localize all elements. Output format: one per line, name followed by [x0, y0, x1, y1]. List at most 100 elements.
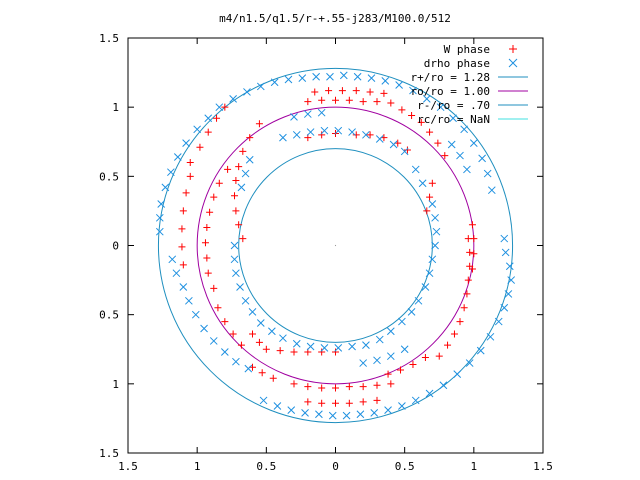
legend-label: drho phase [424, 57, 490, 70]
w-phase-point [214, 304, 222, 312]
drho-phase-point [428, 200, 437, 208]
y-tick-label: 0.5 [99, 170, 119, 183]
w-phase-point [470, 250, 478, 258]
w-phase-point [318, 399, 326, 407]
drho-phase-point [505, 262, 514, 271]
w-phase-point [426, 128, 434, 136]
drho-phase-point [384, 406, 392, 414]
w-phase-point [509, 45, 517, 53]
w-phase-point [468, 265, 476, 273]
drho-phase-point [301, 409, 309, 417]
w-phase-point [262, 345, 270, 353]
w-phase-point [434, 139, 442, 147]
w-phase-point [204, 128, 212, 136]
w-phase-point [325, 87, 333, 95]
drho-phase-point [409, 86, 417, 95]
reference-circle [157, 67, 514, 424]
drho-phase-point [501, 248, 510, 257]
drho-phase-point [179, 283, 188, 291]
legend-label: r+/ro = 1.28 [411, 71, 490, 84]
w-phase-point [373, 98, 381, 106]
w-phase-point [450, 330, 458, 338]
w-phase-point [332, 384, 339, 392]
drho-phase-point [236, 283, 244, 291]
drho-phase-point [356, 410, 365, 419]
drho-phase-point [232, 269, 240, 278]
w-phase-point [359, 98, 367, 106]
drho-phase-point [362, 130, 370, 139]
drho-phase-point [504, 290, 513, 298]
drho-phase-point [381, 77, 390, 85]
drho-phase-point [395, 81, 403, 89]
drho-phase-point [386, 352, 395, 361]
drho-phase-point [256, 319, 265, 327]
drho-phase-point [370, 409, 379, 417]
drho-phase-point [508, 58, 518, 68]
w-phase-point [290, 380, 298, 388]
drho-phase-point [215, 103, 224, 112]
drho-phase-point [191, 310, 200, 319]
x-tick-label: 1.5 [533, 460, 553, 473]
w-phase-point [466, 248, 474, 256]
w-phase-point [456, 318, 464, 326]
drho-phase-point [157, 200, 166, 208]
drho-phase-point [243, 88, 251, 96]
w-phase-point [366, 131, 374, 139]
drho-phase-point [220, 348, 229, 356]
y-tick-label: 1.5 [99, 447, 119, 460]
drho-phase-point [367, 74, 376, 82]
drho-phase-point [476, 346, 485, 355]
drho-phase-point [200, 324, 208, 333]
drho-phase-point [400, 345, 409, 354]
drho-phase-point [279, 334, 287, 343]
w-phase-point [444, 341, 452, 349]
w-phase-point [235, 221, 243, 229]
drho-phase-point [172, 269, 181, 278]
w-phase-point [186, 159, 194, 166]
y-tick-label: 1 [112, 101, 119, 114]
w-phase-point [318, 348, 326, 356]
drho-phase-point [256, 82, 265, 91]
drho-phase-point [486, 332, 495, 341]
w-phase-point [345, 399, 353, 407]
drho-phase-point [436, 103, 445, 112]
w-phase-point [182, 189, 190, 197]
w-phase-point [387, 99, 395, 107]
drho-phase-point [465, 359, 474, 367]
legend-label: r-/ro = .70 [417, 99, 490, 112]
w-phase-point [423, 207, 431, 215]
w-phase-point [441, 152, 449, 160]
w-phase-point [373, 396, 381, 404]
drho-phase-point [248, 308, 257, 316]
drho-phase-point [339, 71, 348, 80]
w-phase-point [206, 208, 214, 216]
drho-phase-point [161, 183, 170, 192]
drho-phase-point [230, 255, 239, 264]
y-tick-label: 1.5 [99, 32, 119, 45]
drho-phase-point [328, 411, 337, 420]
drho-phase-point [173, 153, 182, 161]
drho-phase-point [431, 213, 439, 222]
drho-phase-point [241, 169, 250, 178]
chart-title: m4/n1.5/q1.5/r-+.55-j283/M100.0/512 [219, 12, 451, 25]
drho-phase-point [241, 296, 250, 305]
w-phase-point [210, 284, 218, 292]
drho-phase-point [306, 342, 315, 351]
drho-phase-point [320, 126, 329, 135]
w-phase-point [237, 341, 245, 349]
drho-phase-point [500, 234, 509, 243]
drho-phase-point [439, 381, 448, 390]
drho-phase-point [259, 396, 268, 405]
drho-phase-point [320, 344, 329, 352]
drho-phase-point [209, 337, 218, 345]
drho-phase-point [315, 410, 323, 419]
drho-phase-point [507, 276, 516, 284]
w-phase-point [186, 172, 194, 180]
w-phase-point [332, 348, 339, 356]
w-phase-point [232, 207, 240, 215]
w-phase-point [352, 87, 360, 95]
w-phase-point [318, 96, 326, 104]
legend-label: W phase [444, 43, 490, 56]
drho-phase-point [428, 255, 437, 264]
w-phase-point [304, 383, 312, 391]
